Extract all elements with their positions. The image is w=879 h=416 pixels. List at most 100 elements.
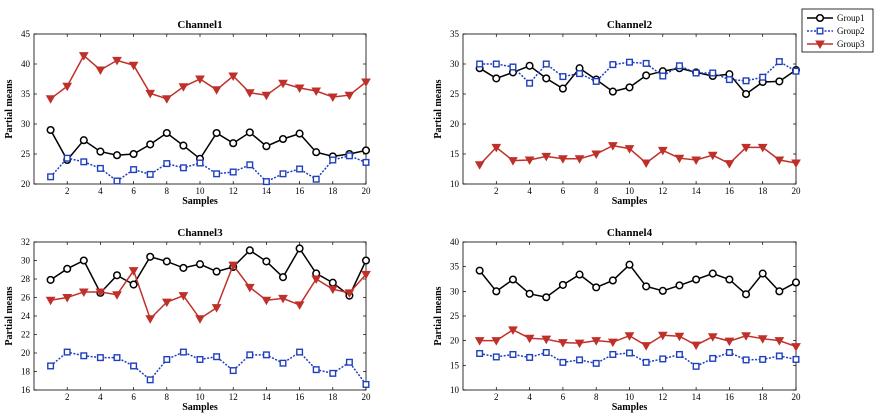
data-point bbox=[246, 351, 254, 359]
data-point bbox=[659, 72, 667, 80]
series-group3 bbox=[45, 52, 371, 104]
data-point bbox=[162, 257, 171, 266]
legend-marker bbox=[815, 40, 825, 50]
legend-label: Group2 bbox=[837, 26, 865, 36]
x-tick-label: 4 bbox=[98, 392, 103, 402]
data-point bbox=[758, 269, 767, 278]
data-point bbox=[112, 56, 122, 66]
data-point bbox=[526, 79, 534, 87]
data-point bbox=[112, 291, 122, 300]
y-tick-label: 35 bbox=[21, 89, 31, 99]
data-point bbox=[78, 52, 89, 61]
data-point bbox=[659, 355, 667, 363]
data-point bbox=[625, 260, 634, 269]
x-tick-label: 8 bbox=[594, 186, 599, 196]
y-tick-label: 10 bbox=[450, 385, 460, 395]
data-point bbox=[328, 278, 337, 287]
chart-title: Channel2 bbox=[607, 19, 653, 31]
data-point bbox=[492, 353, 500, 361]
data-point bbox=[526, 353, 534, 361]
data-point bbox=[95, 66, 106, 76]
data-point bbox=[46, 125, 55, 135]
data-point bbox=[129, 149, 138, 159]
data-point bbox=[261, 91, 272, 101]
data-point bbox=[642, 59, 650, 67]
data-point bbox=[361, 78, 371, 88]
x-tick-label: 2 bbox=[65, 392, 70, 402]
data-point bbox=[195, 260, 205, 269]
data-point bbox=[278, 134, 288, 144]
data-point bbox=[244, 89, 255, 98]
data-point bbox=[509, 63, 517, 71]
data-point bbox=[626, 58, 634, 66]
legend-entry-group2: Group2 bbox=[807, 26, 865, 36]
y-tick-label: 26 bbox=[21, 293, 31, 303]
x-tick-label: 18 bbox=[758, 392, 768, 402]
x-tick-label: 20 bbox=[362, 186, 372, 196]
data-point bbox=[576, 356, 584, 364]
data-point bbox=[47, 173, 55, 181]
data-point bbox=[675, 281, 684, 290]
data-point bbox=[311, 275, 322, 285]
data-point bbox=[625, 83, 634, 92]
data-point bbox=[278, 273, 288, 282]
data-point bbox=[178, 83, 189, 92]
data-point bbox=[775, 352, 783, 360]
data-point bbox=[213, 353, 221, 361]
data-point bbox=[775, 58, 783, 66]
data-point bbox=[525, 289, 534, 298]
data-point bbox=[608, 87, 617, 96]
data-point bbox=[163, 160, 171, 168]
data-point bbox=[312, 175, 320, 183]
data-point bbox=[96, 164, 104, 172]
data-point bbox=[345, 358, 353, 366]
legend-entry-group3: Group3 bbox=[807, 39, 865, 50]
data-point bbox=[542, 60, 550, 68]
data-point bbox=[476, 60, 484, 68]
data-point bbox=[295, 129, 304, 138]
data-point bbox=[279, 170, 287, 178]
y-tick-label: 25 bbox=[450, 311, 460, 321]
data-point bbox=[245, 246, 254, 255]
x-tick-label: 20 bbox=[362, 392, 372, 402]
data-point bbox=[78, 288, 89, 297]
data-point bbox=[492, 60, 500, 68]
data-point bbox=[491, 143, 502, 153]
data-point bbox=[474, 161, 485, 170]
x-tick-label: 2 bbox=[65, 186, 70, 196]
series-group1 bbox=[475, 260, 801, 302]
data-point bbox=[757, 335, 768, 344]
data-point bbox=[229, 367, 237, 375]
data-point bbox=[262, 257, 271, 266]
data-point bbox=[559, 358, 567, 366]
data-point bbox=[229, 139, 238, 148]
y-tick-label: 30 bbox=[21, 256, 31, 266]
data-point bbox=[212, 267, 221, 276]
data-point bbox=[311, 87, 322, 97]
data-point bbox=[774, 337, 785, 346]
data-point bbox=[559, 73, 567, 81]
data-point bbox=[195, 315, 205, 324]
y-tick-label: 18 bbox=[21, 367, 31, 377]
data-point bbox=[642, 282, 651, 291]
data-point bbox=[541, 335, 552, 345]
y-tick-label: 35 bbox=[450, 262, 460, 272]
data-point bbox=[211, 304, 222, 313]
data-point bbox=[725, 76, 733, 84]
x-tick-label: 2 bbox=[494, 186, 499, 196]
data-point bbox=[130, 362, 138, 370]
data-point bbox=[709, 354, 717, 362]
data-point bbox=[691, 156, 701, 166]
data-point bbox=[741, 332, 751, 341]
chart-panel-1: Channel1 2 4 6 8 10 12 14 16 18 20 20 25 30 35 40 45 Samp… bbox=[4, 19, 371, 207]
data-point bbox=[474, 337, 485, 346]
chart-panel-4: Channel4 2 4 6 8 10 12 14 16 18 20 10 15 20 25 30 35 40 Sa… bbox=[433, 227, 801, 413]
legend: Group1 Group2 Group3 bbox=[801, 8, 874, 53]
series-group2 bbox=[47, 348, 370, 388]
data-point bbox=[641, 342, 652, 351]
data-point bbox=[63, 348, 71, 356]
data-point bbox=[675, 350, 683, 358]
data-point bbox=[329, 369, 337, 377]
